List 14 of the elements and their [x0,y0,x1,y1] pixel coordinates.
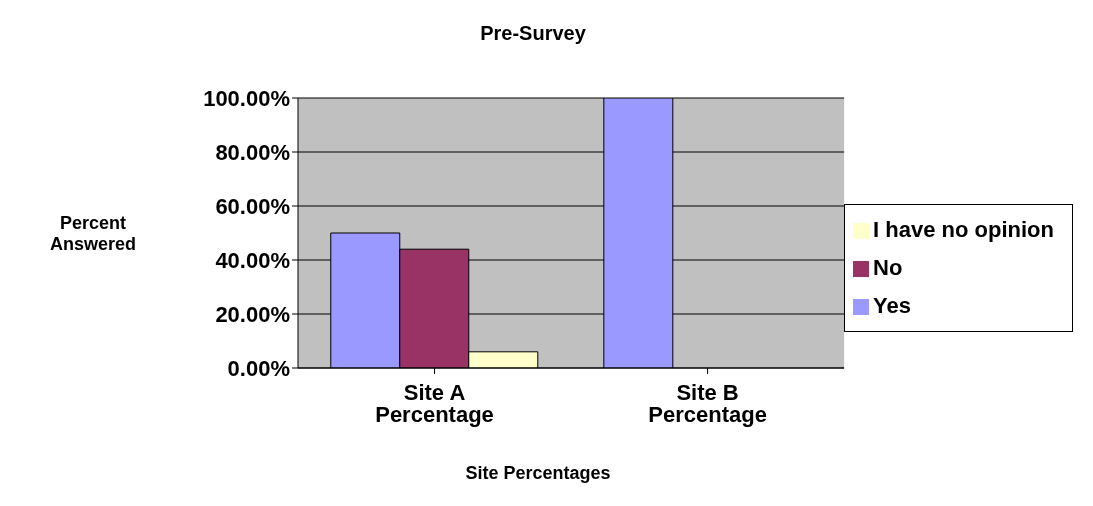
x-tick-label: Site A Percentage [375,379,494,427]
y-tick-label: 60.00% [215,193,290,219]
legend-label: I have no opinion [873,217,1054,242]
legend-label: No [873,255,903,280]
x-axis-title: Site Percentages [464,463,612,484]
y-tick-label: 100.00% [203,85,290,111]
chart-title: Pre-Survey [479,22,587,45]
legend-label: Yes [873,293,912,318]
y-axis-title: Percent Answered [49,213,137,255]
x-tick-label: Site B Percentage [648,379,767,427]
y-tick-label: 80.00% [215,139,290,165]
y-tick-label: 20.00% [215,301,290,327]
y-tick-label: 40.00% [215,247,290,273]
y-tick-label: 0.00% [227,355,290,381]
